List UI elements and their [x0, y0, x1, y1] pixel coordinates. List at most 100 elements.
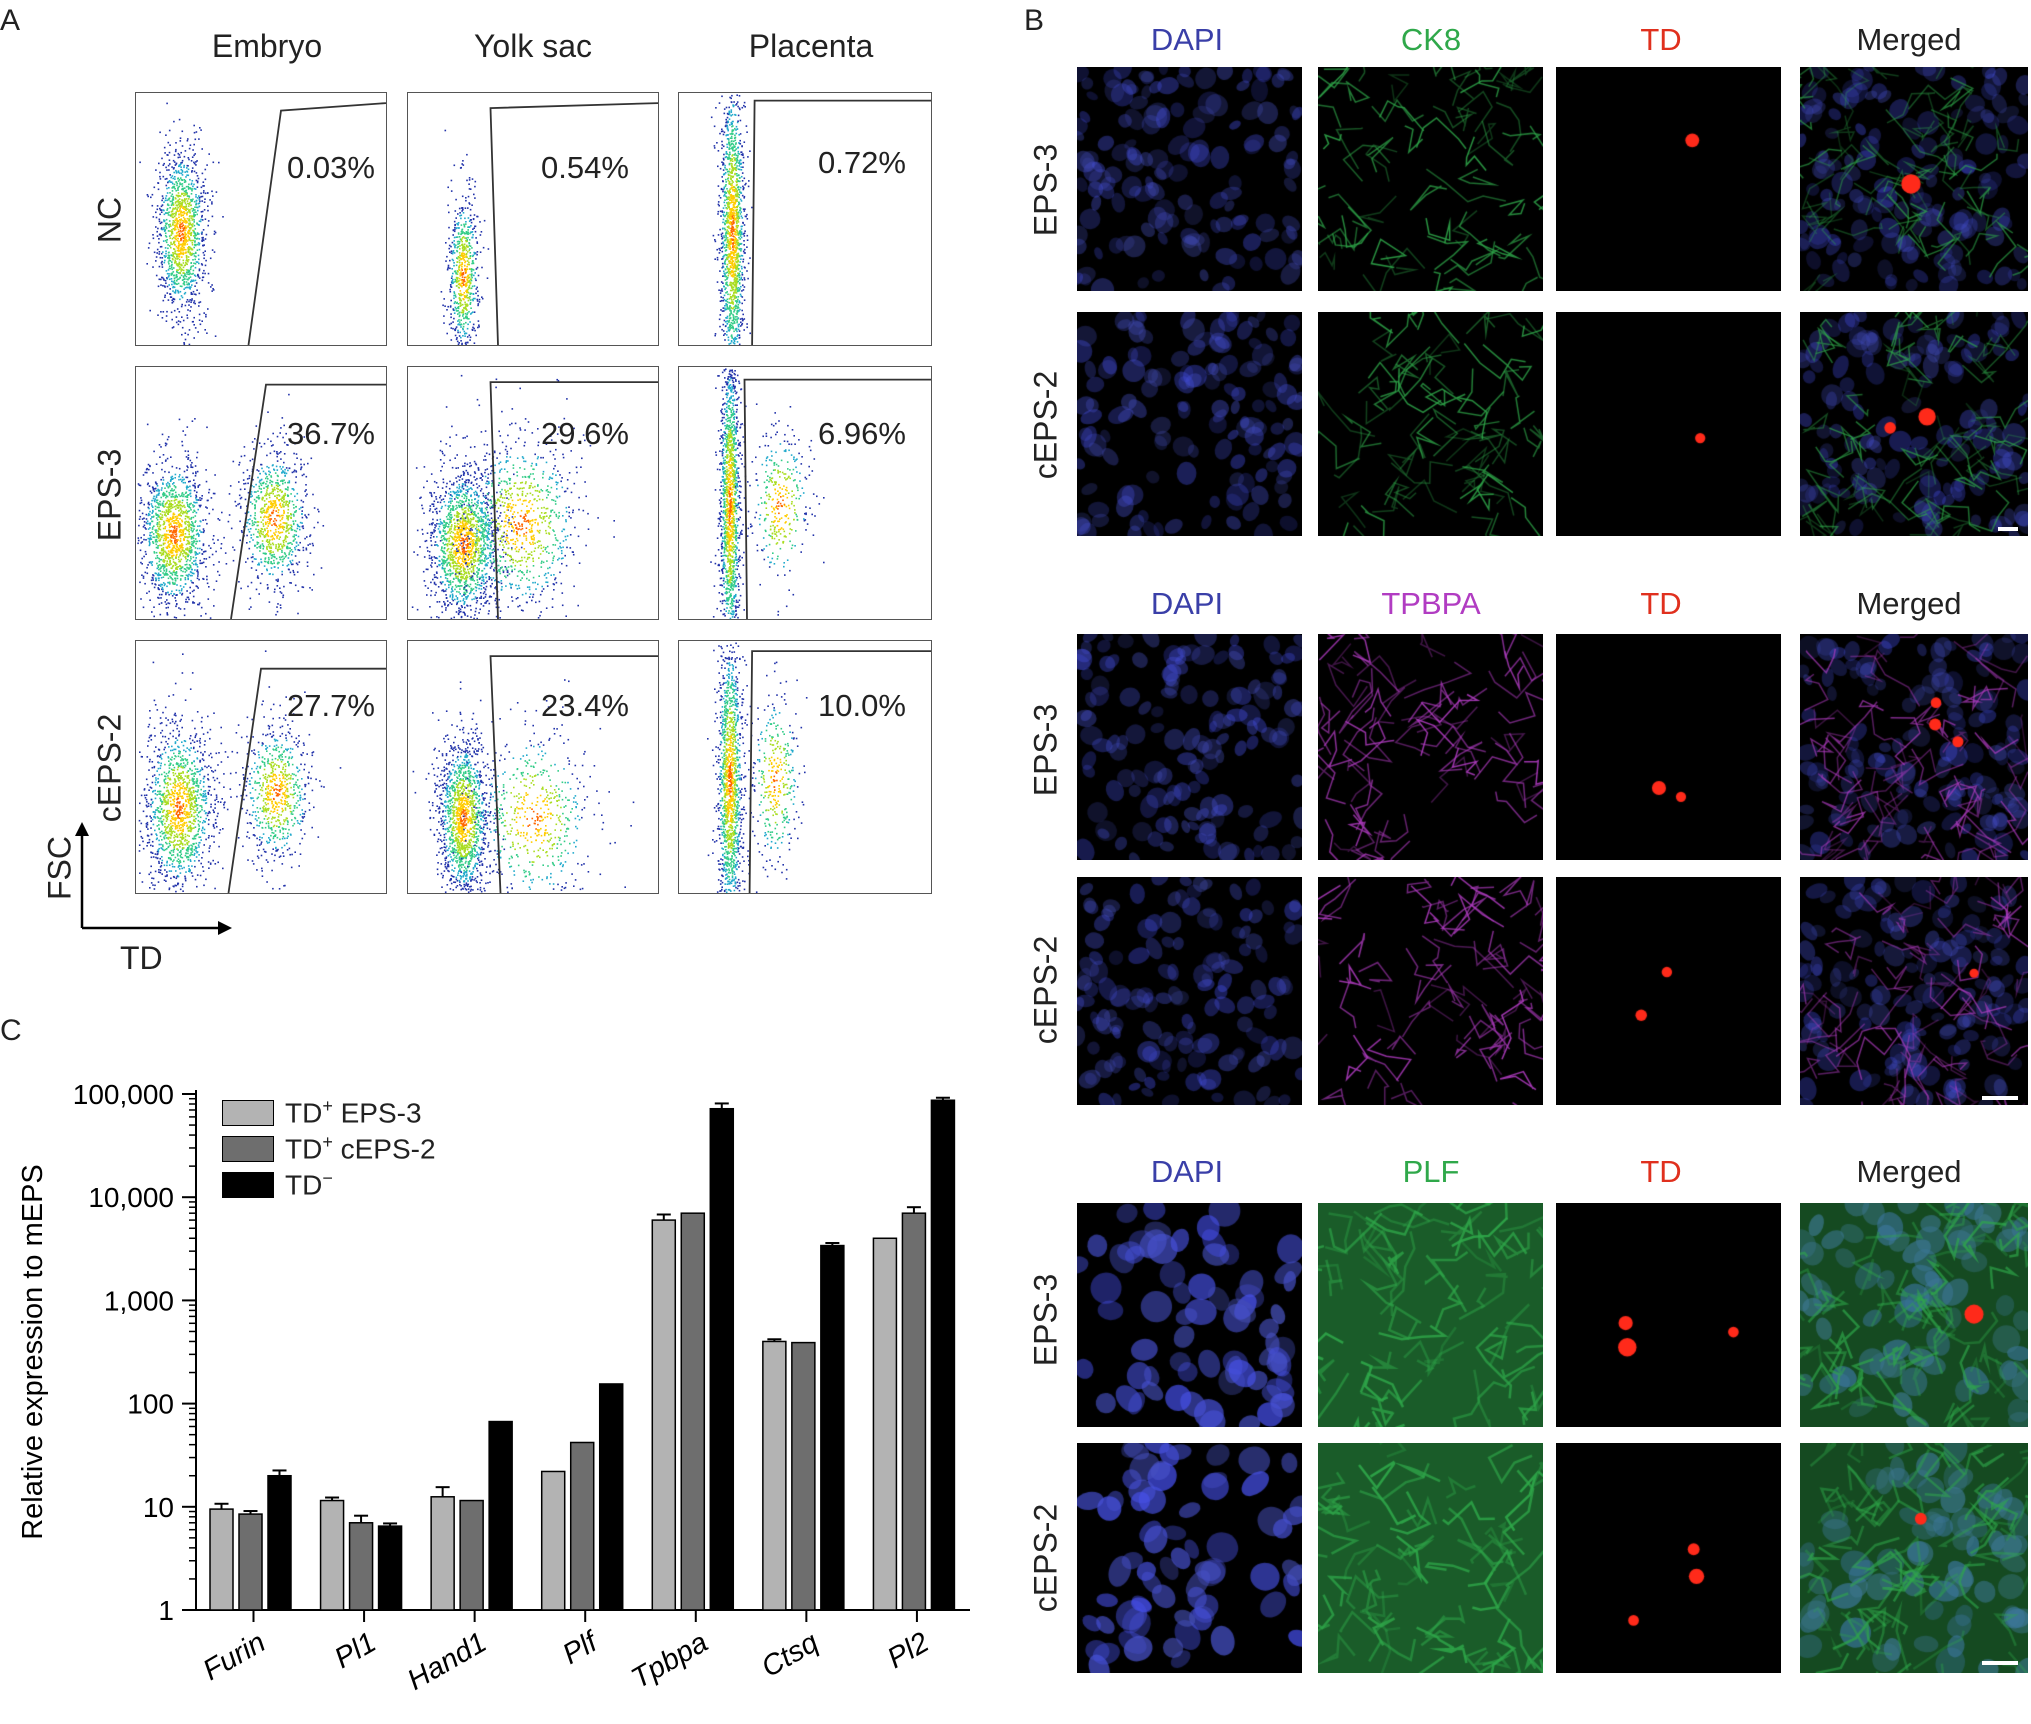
bar-plf-1: [569, 1441, 595, 1611]
micro-tile-g2-eps-3-merged: [1800, 634, 2028, 860]
pct-ceps2-yolk-sac: 23.4%: [541, 688, 629, 723]
flow-plot-nc-embryo: [135, 92, 387, 346]
row-head-eps3: EPS-3: [91, 448, 128, 542]
chan-head-g2-tpbpa: TPBPA: [1381, 586, 1481, 621]
chan-head-g2-merged: Merged: [1856, 586, 1962, 621]
axis-fsc-label: FSC: [41, 836, 78, 900]
bar-tpbpa-1: [680, 1212, 706, 1611]
flow-axis-arrows: [75, 822, 232, 935]
pct-nc-embryo: 0.03%: [287, 150, 375, 185]
chan-head-g2-td: TD: [1640, 586, 1682, 621]
micro-tile-g2-ceps-2-td: [1556, 877, 1781, 1105]
scale-bar-1: [1998, 527, 2018, 531]
micro-tile-g3-ceps-2-dapi: [1077, 1443, 1302, 1673]
bar-pl2-0: [872, 1237, 898, 1611]
bar-ctsq-1: [791, 1341, 816, 1611]
bar-hand1-2: [488, 1420, 513, 1611]
pct-ceps2-embryo: 27.7%: [287, 688, 375, 723]
chan-head-g2-dapi: DAPI: [1150, 586, 1224, 621]
bar-pl1-2: [377, 1525, 403, 1611]
micro-tile-g1-ceps-2-marker: [1318, 312, 1543, 536]
axis-td-label: TD: [120, 940, 163, 976]
legend-label-td-pos-ceps2: TD+ cEPS-2: [285, 1132, 436, 1165]
pct-eps3-placenta: 6.96%: [818, 416, 906, 451]
pct-eps3-yolk-sac: 29.6%: [541, 416, 629, 451]
row-head-g3-ceps2: cEPS-2: [1027, 1503, 1064, 1613]
row-head-g1-ceps2: cEPS-2: [1027, 370, 1064, 480]
chan-head-g1-merged: Merged: [1856, 22, 1962, 57]
col-head-placenta: Placenta: [748, 28, 874, 64]
row-head-g3-eps3: EPS-3: [1027, 1273, 1064, 1367]
bar-ctsq-0: [762, 1340, 787, 1611]
micro-tile-g3-eps-3-marker: [1318, 1203, 1543, 1427]
bar-plf-0: [540, 1470, 566, 1611]
bar-tpbpa-0: [651, 1219, 677, 1611]
flow-plot-eps3-placenta: [678, 366, 932, 620]
pct-nc-placenta: 0.72%: [818, 145, 906, 180]
bar-plf-2: [598, 1383, 624, 1611]
row-head-ceps2: cEPS-2: [91, 713, 128, 823]
y-tick-label: 1,000: [104, 1285, 174, 1316]
row-head-g2-eps3: EPS-3: [1027, 703, 1064, 797]
panel-c-letter: C: [0, 1014, 22, 1047]
chan-head-g3-plf: PLF: [1402, 1154, 1460, 1189]
micro-tile-g3-eps-3-td: [1556, 1203, 1781, 1427]
flow-plot-nc-yolk-sac: [407, 92, 659, 346]
x-tick-label-pl2: Pl2: [882, 1626, 934, 1675]
micro-tile-g3-ceps-2-td: [1556, 1443, 1781, 1673]
y-tick-label: 100,000: [73, 1079, 174, 1110]
x-tick-label-plf: Plf: [557, 1625, 605, 1671]
legend-label-td-pos-eps3: TD+ EPS-3: [285, 1096, 422, 1129]
flow-plot-eps3-embryo: [135, 366, 387, 620]
bar-pl1-1: [348, 1522, 374, 1611]
scale-bar-2: [1982, 1096, 2018, 1100]
pct-nc-yolk-sac: 0.54%: [541, 150, 629, 185]
bar-furin-2: [267, 1474, 292, 1611]
chan-head-g3-td: TD: [1640, 1154, 1682, 1189]
bar-hand1-0: [430, 1496, 455, 1611]
legend-swatch-td-pos-eps3: [222, 1100, 274, 1126]
x-tick-label-tpbpa: Tpbpa: [626, 1626, 713, 1695]
micro-tile-g1-eps-3-merged: [1800, 67, 2028, 291]
micro-tile-g1-eps-3-td: [1556, 67, 1781, 291]
scale-bar-3: [1982, 1661, 2018, 1665]
col-head-yolk-sac: Yolk sac: [474, 28, 592, 64]
micro-tile-g1-ceps-2-dapi: [1077, 312, 1302, 536]
bar-tpbpa-2: [709, 1107, 735, 1611]
legend-swatch-td-pos-ceps2: [222, 1136, 274, 1162]
legend-swatch-td-neg: [222, 1172, 274, 1198]
bar-chart: 1 10 100 1,000 10,000 100,000 Relative express…: [17, 1079, 970, 1697]
micro-tile-g3-ceps-2-merged: [1800, 1443, 2028, 1673]
y-tick-label: 10: [143, 1492, 174, 1523]
flow-plot-ceps2-yolk-sac: [407, 640, 659, 894]
chan-head-g1-td: TD: [1640, 22, 1682, 57]
y-axis-label: Relative expression to mEPS: [17, 1164, 49, 1540]
bar-hand1-1: [459, 1499, 484, 1611]
chan-head-g1-ck8: CK8: [1400, 22, 1462, 57]
flow-plot-nc-placenta: [678, 92, 932, 346]
bar-pl1-0: [319, 1499, 345, 1611]
bar-pl2-1: [901, 1212, 927, 1611]
x-tick-label-hand1: Hand1: [402, 1626, 492, 1696]
flow-plot-eps3-yolk-sac: [407, 366, 659, 620]
micro-tile-g2-eps-3-dapi: [1077, 634, 1302, 860]
legend-label-td-neg: TD−: [285, 1168, 333, 1201]
y-tick-label: 100: [127, 1389, 174, 1420]
chan-head-g3-dapi: DAPI: [1150, 1154, 1224, 1189]
bar-furin-0: [209, 1508, 234, 1611]
micro-tile-g3-ceps-2-marker: [1318, 1443, 1543, 1673]
panel-b-letter: B: [1024, 4, 1045, 37]
micro-tile-g3-eps-3-dapi: [1077, 1203, 1302, 1427]
bar-ctsq-2: [820, 1244, 845, 1611]
micro-tile-g1-ceps-2-merged: [1800, 312, 2028, 536]
pct-ceps2-placenta: 10.0%: [818, 688, 906, 723]
x-tick-label-furin: Furin: [198, 1626, 271, 1687]
x-tick-label-pl1: Pl1: [329, 1626, 381, 1675]
row-head-nc: NC: [91, 196, 128, 244]
flow-plot-ceps2-embryo: [135, 640, 387, 894]
bar-pl2-2: [930, 1099, 956, 1611]
panel-a-letter: A: [0, 4, 21, 37]
chan-head-g3-merged: Merged: [1856, 1154, 1962, 1189]
x-tick-label-ctsq: Ctsq: [756, 1626, 824, 1684]
y-tick-label: 10,000: [88, 1182, 174, 1213]
